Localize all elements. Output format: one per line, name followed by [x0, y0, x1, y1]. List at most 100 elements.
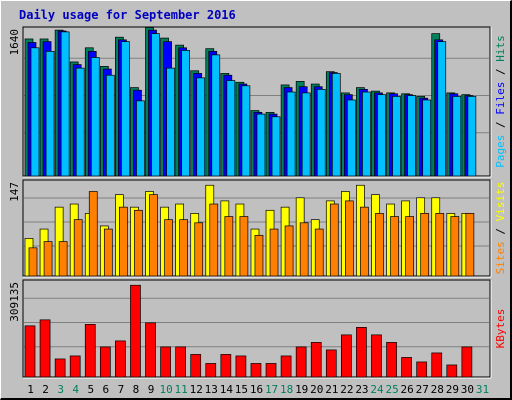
kbytes-bar-19: [295, 346, 307, 378]
label-sites: Sites: [494, 241, 507, 274]
kbytes-bar-29: [446, 364, 458, 378]
kbytes-bar-28: [431, 352, 443, 378]
sites-bar-11: [179, 219, 188, 277]
sites-bar-19: [299, 222, 309, 277]
label-hits: Hits: [494, 35, 507, 62]
pages-bar-1: [30, 47, 40, 177]
series-label-3: KBytes: [494, 309, 507, 349]
day-label-31: 31: [476, 383, 489, 396]
kbytes-bar-30: [461, 346, 473, 378]
y-max-label-1: 1640: [8, 29, 21, 56]
day-label-12: 12: [190, 383, 203, 396]
day-label-13: 13: [205, 383, 218, 396]
sites-bar-27: [420, 213, 430, 277]
pages-bar-7: [121, 41, 130, 177]
sites-bar-16: [254, 234, 264, 277]
day-label-6: 6: [103, 383, 110, 396]
pages-bar-11: [181, 50, 190, 177]
label-kbytes: KBytes: [494, 309, 507, 349]
sites-bar-23: [360, 206, 369, 277]
day-label-11: 11: [175, 383, 188, 396]
sites-bar-18: [284, 225, 294, 277]
kbytes-bar-26: [401, 357, 412, 378]
sites-bar-22: [345, 200, 354, 277]
pages-bar-3: [60, 31, 70, 177]
day-label-1: 1: [27, 383, 34, 396]
pages-bar-24: [377, 94, 386, 177]
sites-bar-1: [28, 247, 38, 277]
pages-bar-23: [362, 91, 371, 177]
sites-bar-26: [405, 216, 414, 277]
day-label-30: 30: [461, 383, 474, 396]
sites-bar-25: [390, 216, 399, 277]
day-label-17: 17: [265, 383, 278, 396]
sites-bar-8: [134, 209, 143, 277]
pages-bar-17: [271, 116, 281, 177]
day-label-23: 23: [355, 383, 368, 396]
kbytes-bar-5: [84, 324, 96, 378]
pages-bar-22: [347, 99, 356, 177]
label-sep: /: [494, 115, 507, 135]
pages-bar-20: [316, 89, 326, 177]
kbytes-bar-4: [69, 355, 81, 378]
pages-bar-13: [211, 54, 221, 177]
day-label-29: 29: [446, 383, 459, 396]
kbytes-bar-10: [160, 346, 171, 378]
kbytes-bar-15: [235, 355, 247, 378]
series-label-2: Sites / Visits: [494, 182, 507, 275]
day-label-28: 28: [431, 383, 444, 396]
pages-bar-9: [151, 33, 160, 177]
day-label-5: 5: [87, 383, 94, 396]
kbytes-bar-25: [386, 342, 397, 378]
y-max-label-2: 147: [8, 182, 21, 202]
day-label-20: 20: [310, 383, 323, 396]
day-label-16: 16: [250, 383, 263, 396]
sites-bar-28: [435, 213, 445, 277]
series-label-1: Pages / Files / Hits: [494, 35, 507, 168]
day-label-21: 21: [325, 383, 338, 396]
sites-bar-15: [239, 216, 249, 277]
kbytes-bar-18: [280, 355, 292, 378]
y-axis-labels: 1640 147 309135: [8, 29, 21, 322]
label-visits: Visits: [494, 182, 507, 222]
sites-bar-9: [149, 194, 158, 277]
day-label-14: 14: [220, 383, 234, 396]
day-label-3: 3: [57, 383, 64, 396]
pages-bar-18: [286, 91, 296, 177]
kbytes-bar-24: [371, 334, 382, 378]
sites-bar-29: [450, 216, 460, 277]
sites-bar-12: [194, 222, 204, 277]
pages-bar-6: [105, 74, 115, 177]
day-label-8: 8: [133, 383, 140, 396]
pages-bar-30: [467, 96, 477, 177]
sites-bar-10: [164, 219, 173, 277]
day-label-7: 7: [118, 383, 125, 396]
sites-bar-7: [119, 206, 128, 277]
kbytes-bar-2: [39, 319, 51, 378]
series-labels: Pages / Files / Hits Sites / Visits KBytes: [494, 35, 507, 348]
kbytes-bar-20: [310, 342, 322, 378]
sites-bar-2: [43, 241, 53, 277]
day-label-9: 9: [148, 383, 155, 396]
sites-bar-4: [73, 219, 83, 277]
pages-bar-21: [331, 73, 341, 177]
pages-bar-10: [166, 67, 175, 177]
pages-bar-19: [301, 92, 311, 177]
day-label-10: 10: [159, 383, 172, 396]
kbytes-bar-12: [190, 354, 202, 378]
sites-bar-3: [58, 241, 68, 277]
pages-bar-12: [196, 77, 206, 177]
day-label-19: 19: [295, 383, 308, 396]
sites-bar-14: [224, 216, 234, 277]
label-sep: /: [494, 221, 507, 241]
kbytes-bar-22: [341, 334, 352, 378]
day-label-2: 2: [42, 383, 49, 396]
kbytes-bar-21: [325, 349, 337, 378]
label-sep: /: [494, 62, 507, 82]
y-max-label-3: 309135: [8, 282, 21, 322]
pages-bar-28: [437, 41, 447, 177]
day-label-18: 18: [280, 383, 293, 396]
kbytes-bar-17: [265, 363, 277, 378]
day-label-25: 25: [385, 383, 398, 396]
pages-bar-5: [90, 57, 100, 177]
